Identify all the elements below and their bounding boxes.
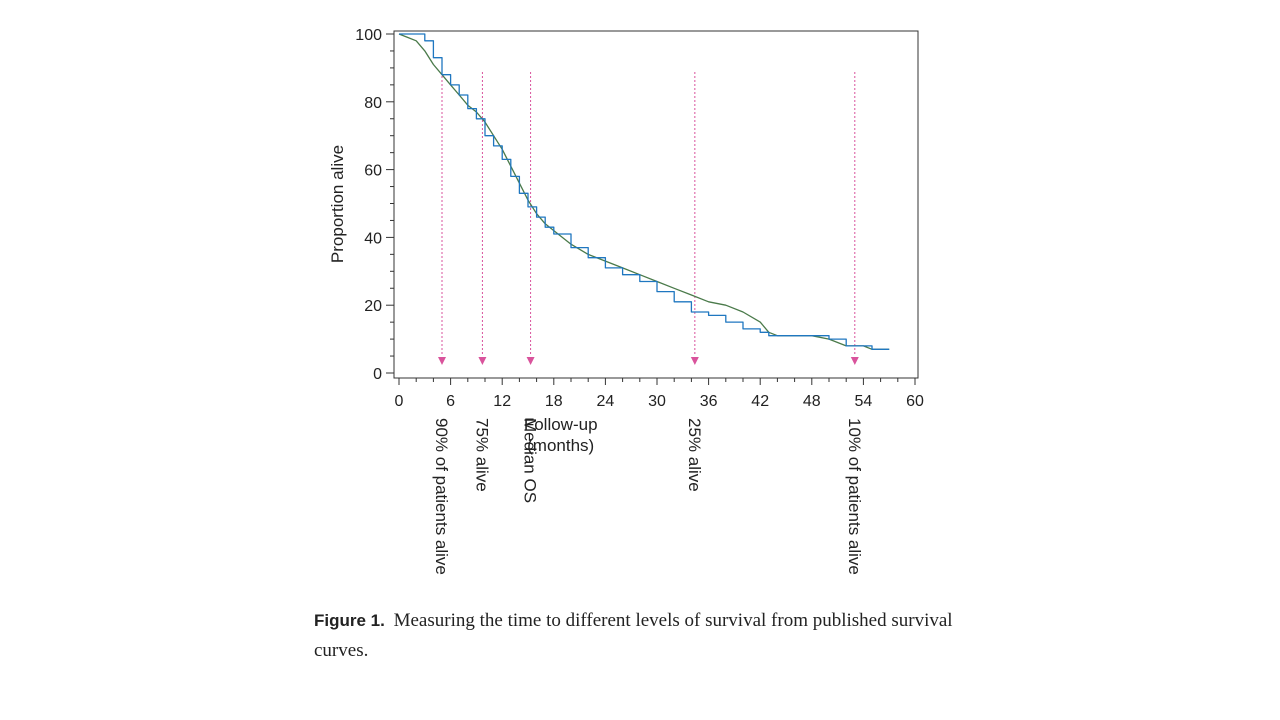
x-tick-label: 48 [803, 393, 821, 410]
annotations: 90% of patients alive 75% alive Median OS 2… [432, 72, 864, 575]
y-tick-label: 100 [355, 27, 382, 44]
y-tick-label: 0 [373, 366, 382, 383]
x-axis-label-line: (months) [527, 436, 594, 455]
survival-curves [398, 33, 890, 350]
caption-text: Measuring the time to different levels o… [314, 610, 953, 661]
annotation-label: Median OS [521, 418, 540, 503]
annotation-label: 90% of patients alive [432, 418, 451, 575]
x-tick-label: 24 [597, 393, 615, 410]
x-tick-label: 18 [545, 393, 563, 410]
x-tick-label: 12 [493, 393, 511, 410]
annotation-label: 75% alive [472, 418, 491, 492]
y-tick-label: 20 [364, 298, 382, 315]
caption-label: Figure 1. [314, 611, 385, 630]
x-tick-label: 30 [648, 393, 666, 410]
annotation-arrow [690, 357, 699, 365]
annotation-arrow [850, 357, 859, 365]
annotation-arrow [438, 357, 446, 365]
figure-caption: Figure 1. Measuring the time to differen… [314, 606, 954, 666]
x-tick-label: 6 [446, 393, 455, 410]
x-tick-label: 60 [906, 393, 924, 410]
annotation-arrow [478, 357, 487, 365]
x-tick-label: 54 [855, 393, 873, 410]
x-tick-label: 42 [751, 393, 769, 410]
x-tick-label: 0 [395, 393, 404, 410]
annotation-arrow [526, 357, 535, 365]
y-tick-label: 60 [364, 163, 382, 180]
y-tick-label: 40 [364, 230, 382, 247]
plot-frame [393, 30, 919, 379]
annotation-label: 10% of patients alive [845, 418, 864, 575]
x-axis-label: Follow-up (months) [524, 415, 598, 455]
x-axis-label-line: Follow-up [524, 415, 598, 434]
y-axis-label: Proportion alive [328, 145, 347, 263]
annotation-label: 25% alive [685, 418, 704, 492]
survival-curve-1 [398, 33, 890, 350]
axes: 0 6 12 18 24 30 36 42 48 54 60 0 20 40 60 80 100 [355, 27, 924, 410]
survival-curve-2 [399, 33, 890, 350]
y-tick-label: 80 [364, 95, 382, 112]
x-tick-label: 36 [700, 393, 718, 410]
